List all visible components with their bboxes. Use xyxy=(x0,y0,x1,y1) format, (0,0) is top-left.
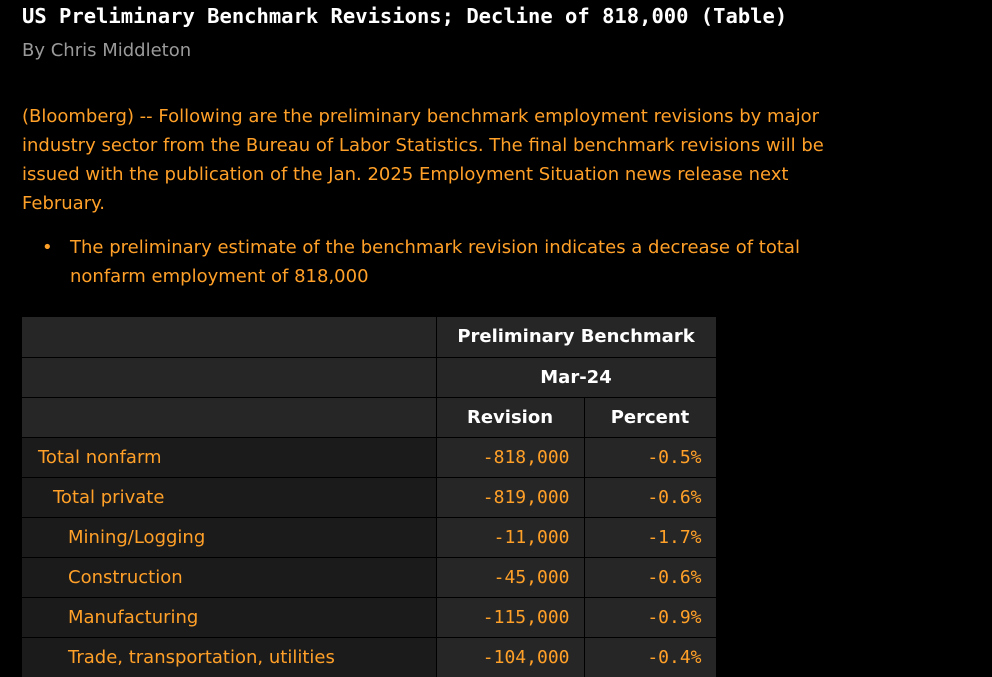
intro-paragraph: (Bloomberg) -- Following are the prelimi… xyxy=(22,106,824,214)
column-header-percent: Percent xyxy=(584,397,717,438)
row-label: Manufacturing xyxy=(22,597,437,638)
table-header-row: Mar-24 xyxy=(22,357,717,398)
bullet-dot-icon: • xyxy=(42,237,53,258)
header-empty-cell xyxy=(22,317,437,358)
revision-value: -115,000 xyxy=(436,597,585,638)
header-group: Preliminary Benchmark xyxy=(436,317,717,358)
row-label: Total nonfarm xyxy=(22,437,437,478)
header-empty-cell xyxy=(22,397,437,438)
percent-value: -0.4% xyxy=(584,637,717,677)
table-row: Mining/Logging -11,000 -1.7% xyxy=(22,517,717,558)
row-label: Construction xyxy=(22,557,437,598)
column-header-revision: Revision xyxy=(436,397,585,438)
bullet-text: The preliminary estimate of the benchmar… xyxy=(70,237,800,287)
percent-value: -0.5% xyxy=(584,437,717,478)
percent-value: -0.6% xyxy=(584,557,717,598)
row-label: Mining/Logging xyxy=(22,517,437,558)
table-row: Construction -45,000 -0.6% xyxy=(22,557,717,598)
table-row: Total nonfarm -818,000 -0.5% xyxy=(22,437,717,478)
table-row: Total private -819,000 -0.6% xyxy=(22,477,717,518)
percent-value: -0.9% xyxy=(584,597,717,638)
percent-value: -0.6% xyxy=(584,477,717,518)
header-empty-cell xyxy=(22,357,437,398)
revision-value: -818,000 xyxy=(436,437,585,478)
revision-value: -45,000 xyxy=(436,557,585,598)
revision-value: -819,000 xyxy=(436,477,585,518)
revision-value: -11,000 xyxy=(436,517,585,558)
revision-value: -104,000 xyxy=(436,637,585,677)
table-header-row: Preliminary Benchmark xyxy=(22,317,717,358)
header-period: Mar-24 xyxy=(436,357,717,398)
row-label: Total private xyxy=(22,477,437,518)
byline: By Chris Middleton xyxy=(22,40,192,61)
table-row: Trade, transportation, utilities -104,000… xyxy=(22,637,717,677)
benchmark-table: Preliminary Benchmark Mar-24 Revision Pe… xyxy=(22,317,717,677)
row-label: Trade, transportation, utilities xyxy=(22,637,437,677)
bullet-item: • The preliminary estimate of the benchm… xyxy=(38,233,858,291)
table-header-row: Revision Percent xyxy=(22,397,717,438)
percent-value: -1.7% xyxy=(584,517,717,558)
table-row: Manufacturing -115,000 -0.9% xyxy=(22,597,717,638)
table-body: Total nonfarm -818,000 -0.5% Total private -… xyxy=(22,437,717,677)
article-title: US Preliminary Benchmark Revisions; Decl… xyxy=(22,4,788,28)
